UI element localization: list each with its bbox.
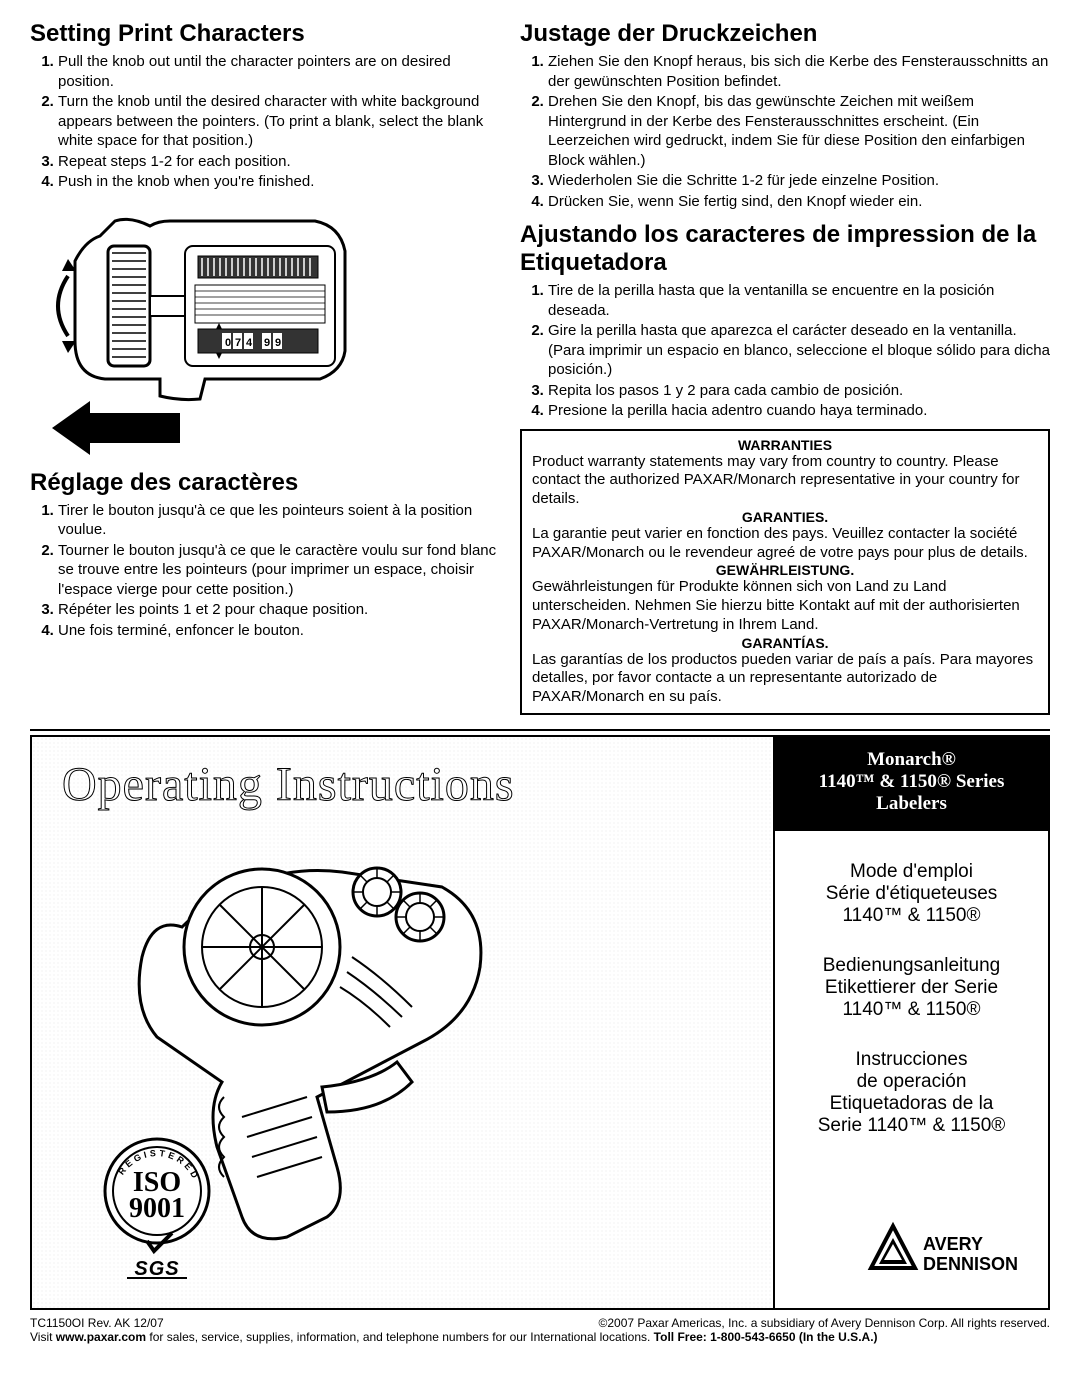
footer-copyright: ©2007 Paxar Americas, Inc. a subsidiary …: [599, 1316, 1051, 1330]
section-title-en: Setting Print Characters: [30, 20, 500, 48]
svg-text:9: 9: [264, 337, 270, 349]
warranty-text-en: Product warranty statements may vary fro…: [532, 453, 1038, 509]
cover-fr: Mode d'emploi Série d'étiqueteuses 1140™…: [787, 861, 1036, 927]
warranty-title-fr: GARANTIES.: [532, 509, 1038, 525]
list-item: Pull the knob out until the character po…: [58, 52, 500, 91]
svg-text:0: 0: [225, 337, 231, 349]
list-item: Repita los pasos 1 y 2 para cada cambio …: [548, 381, 1050, 401]
section-title-fr: Réglage des caractères: [30, 469, 500, 497]
cover-line: Série d'étiqueteuses: [787, 883, 1036, 905]
svg-text:AVERY: AVERY: [923, 1234, 983, 1254]
list-item: Turn the knob until the desired characte…: [58, 92, 500, 151]
footer-visit2: for sales, service, supplies, informatio…: [146, 1330, 654, 1344]
list-item: Presione la perilla hacia adentro cuando…: [548, 401, 1050, 421]
svg-text:SGS: SGS: [134, 1258, 179, 1280]
section-title-de: Justage der Druckzeichen: [520, 20, 1050, 48]
warranty-title-en: WARRANTIES: [532, 437, 1038, 453]
cover-product: Labelers: [783, 793, 1040, 815]
list-item: Répéter les points 1 et 2 pour chaque po…: [58, 600, 500, 620]
list-item: Drücken Sie, wenn Sie fertig sind, den K…: [548, 192, 1050, 212]
cover-line: Instrucciones: [787, 1049, 1036, 1071]
list-item: Drehen Sie den Knopf, bis das gewünschte…: [548, 92, 1050, 170]
steps-fr: Tirer le bouton jusqu'à ce que les point…: [30, 501, 500, 641]
svg-text:DENNISON: DENNISON: [923, 1254, 1018, 1274]
footer-rev: TC1150OI Rev. AK 12/07: [30, 1316, 164, 1330]
svg-text:9001: 9001: [129, 1193, 185, 1224]
warranty-box: WARRANTIES Product warranty statements m…: [520, 429, 1050, 715]
footer-url: www.paxar.com: [56, 1330, 146, 1344]
cover-line: Mode d'emploi: [787, 861, 1036, 883]
list-item: Gire la perilla hasta que aparezca el ca…: [548, 321, 1050, 380]
steps-es: Tire de la perilla hasta que la ventanil…: [520, 281, 1050, 421]
footer-toll: Toll Free: 1-800-543-6650 (In the U.S.A.…: [654, 1330, 878, 1344]
cover-panel: Operating Instructions: [30, 735, 1050, 1310]
list-item: Tourner le bouton jusqu'à ce que le cara…: [58, 541, 500, 600]
warranty-title-es: GARANTÍAS.: [532, 635, 1038, 651]
list-item: Push in the knob when you're finished.: [58, 172, 500, 192]
list-item: Ziehen Sie den Knopf heraus, bis sich di…: [548, 52, 1050, 91]
cover-line: 1140™ & 1150®: [787, 999, 1036, 1021]
warranty-text-de: Gewährleistungen für Produkte können sic…: [532, 578, 1038, 634]
list-item: Une fois terminé, enfoncer le bouton.: [58, 621, 500, 641]
divider: [30, 729, 1050, 731]
cover-line: Serie 1140™ & 1150®: [787, 1115, 1036, 1137]
avery-dennison-logo: AVERY DENNISON: [863, 1218, 1023, 1288]
iso-badge: REGISTERED COMPANY ISO 9001 SGS: [92, 1133, 222, 1283]
warranty-title-de: GEWÄHRLEISTUNG.: [532, 562, 1038, 578]
knob-diagram: 0 7 4 9 9: [30, 201, 370, 456]
cover-header: Monarch® 1140™ & 1150® Series Labelers: [775, 737, 1048, 831]
steps-en: Pull the knob out until the character po…: [30, 52, 500, 192]
list-item: Tire de la perilla hasta que la ventanil…: [548, 281, 1050, 320]
svg-text:7: 7: [235, 337, 241, 349]
list-item: Repeat steps 1-2 for each position.: [58, 152, 500, 172]
operating-instructions-title: Operating Instructions: [62, 757, 763, 812]
svg-text:9: 9: [275, 337, 281, 349]
cover-line: 1140™ & 1150®: [787, 905, 1036, 927]
steps-de: Ziehen Sie den Knopf heraus, bis sich di…: [520, 52, 1050, 211]
cover-line: Etikettierer der Serie: [787, 977, 1036, 999]
footer-visit-line: Visit www.paxar.com for sales, service, …: [30, 1330, 1050, 1344]
cover-line: Bedienungsanleitung: [787, 955, 1036, 977]
cover-series: 1140™ & 1150® Series: [783, 771, 1040, 793]
cover-line: de operación: [787, 1071, 1036, 1093]
svg-text:4: 4: [246, 337, 253, 349]
warranty-text-fr: La garantie peut varier en fonction des …: [532, 525, 1038, 563]
list-item: Wiederholen Sie die Schritte 1-2 für jed…: [548, 171, 1050, 191]
list-item: Tirer le bouton jusqu'à ce que les point…: [58, 501, 500, 540]
cover-brand: Monarch®: [783, 749, 1040, 771]
cover-line: Etiquetadoras de la: [787, 1093, 1036, 1115]
footer: TC1150OI Rev. AK 12/07 ©2007 Paxar Ameri…: [30, 1316, 1050, 1344]
section-title-es: Ajustando los caracteres de impression d…: [520, 221, 1050, 277]
cover-es: Instrucciones de operación Etiquetadoras…: [787, 1049, 1036, 1137]
cover-de: Bedienungsanleitung Etikettierer der Ser…: [787, 955, 1036, 1021]
warranty-text-es: Las garantías de los productos pueden va…: [532, 651, 1038, 707]
footer-visit: Visit: [30, 1330, 56, 1344]
